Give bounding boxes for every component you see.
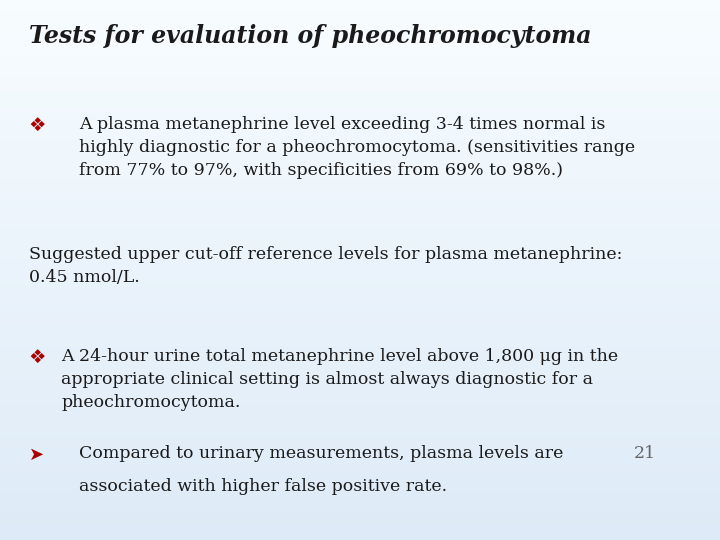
- Text: ➤: ➤: [29, 446, 44, 463]
- Text: ❖: ❖: [29, 116, 46, 135]
- Text: associated with higher false positive rate.: associated with higher false positive ra…: [79, 478, 447, 495]
- Text: ❖: ❖: [29, 348, 46, 367]
- Text: A 24-hour urine total metanephrine level above 1,800 μg in the
appropriate clini: A 24-hour urine total metanephrine level…: [61, 348, 618, 411]
- Text: 21: 21: [634, 446, 656, 462]
- Text: A plasma metanephrine level exceeding 3-4 times normal is
highly diagnostic for : A plasma metanephrine level exceeding 3-…: [79, 116, 635, 179]
- Text: Suggested upper cut-off reference levels for plasma metanephrine:
0.45 nmol/L.: Suggested upper cut-off reference levels…: [29, 246, 622, 286]
- Text: Tests for evaluation of pheochromocytoma: Tests for evaluation of pheochromocytoma: [29, 24, 591, 48]
- Text: Compared to urinary measurements, plasma levels are: Compared to urinary measurements, plasma…: [79, 446, 564, 462]
